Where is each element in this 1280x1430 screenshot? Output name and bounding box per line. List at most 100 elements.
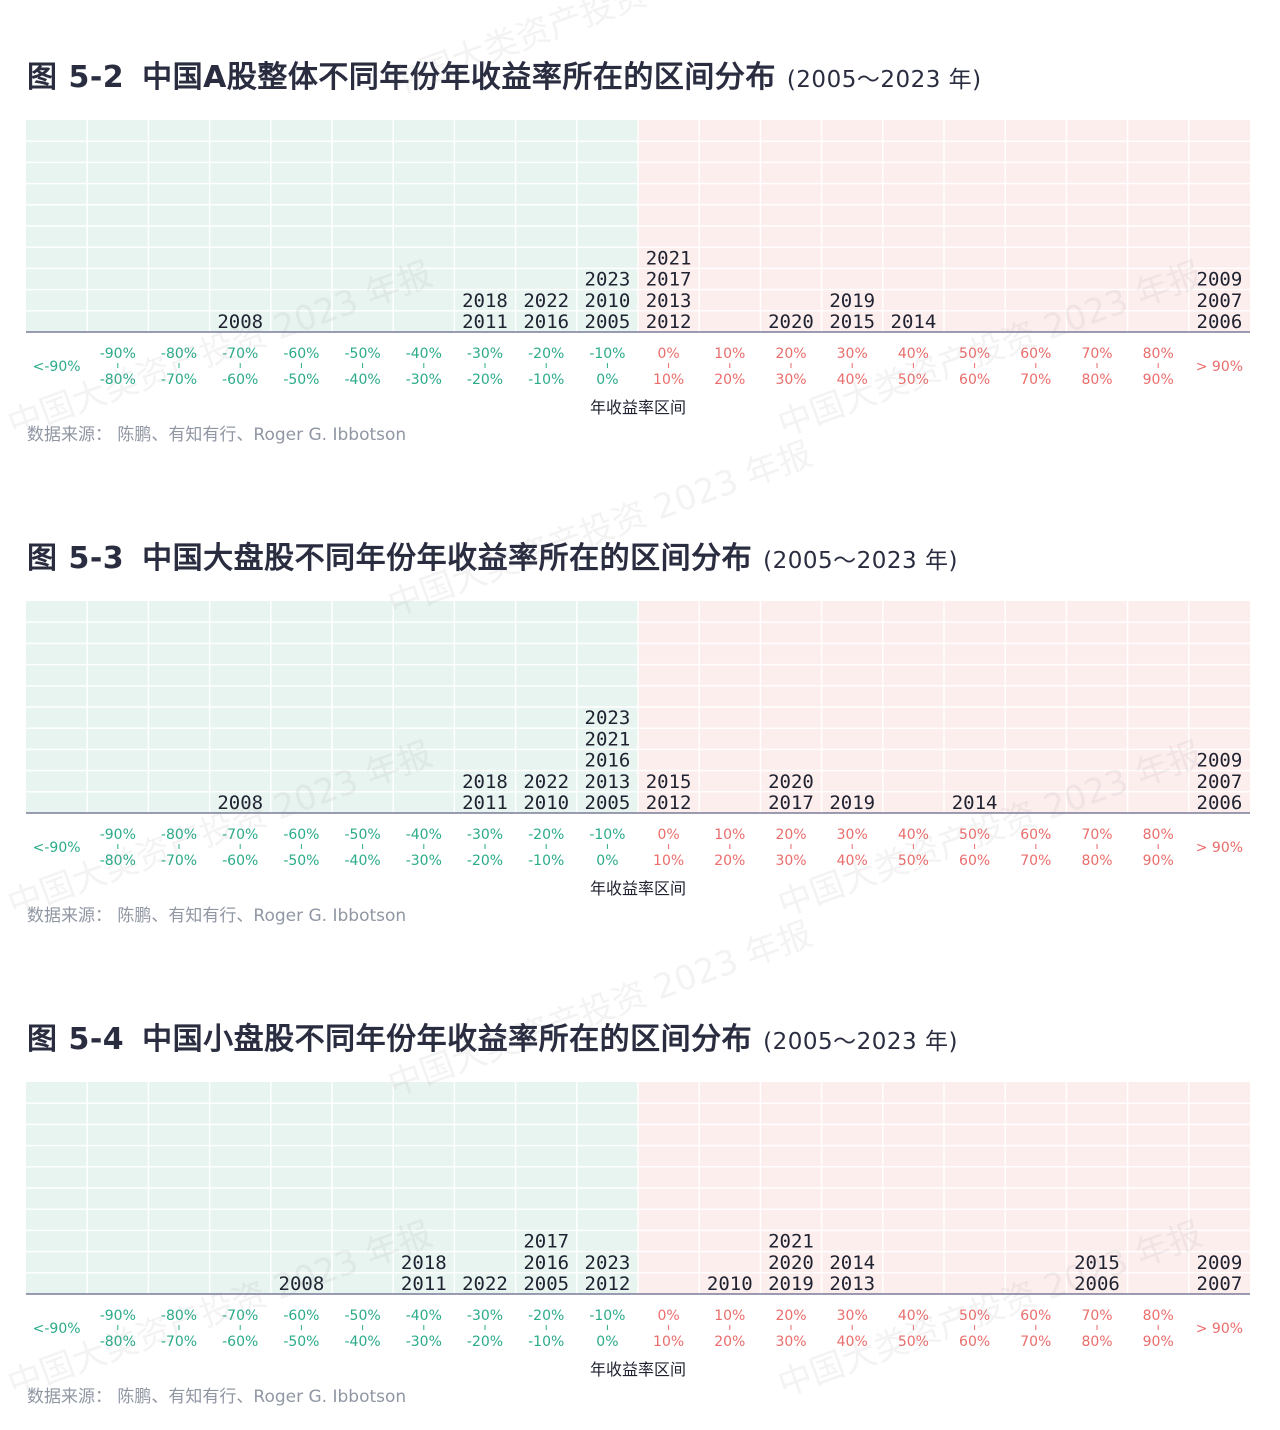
- tick-label: -10%: [589, 1308, 625, 1324]
- year-label: 2017: [768, 792, 814, 814]
- year-label: 2007: [1197, 771, 1243, 793]
- year-label: 2010: [707, 1273, 753, 1295]
- tick-label: > 90%: [1196, 840, 1243, 856]
- year-label: 2005: [585, 311, 631, 333]
- tick-label: <-90%: [33, 840, 81, 856]
- tick-label: 10%: [653, 1334, 684, 1350]
- tick-label: 50%: [898, 1334, 929, 1350]
- tick-label: -40%: [345, 1334, 381, 1350]
- tick-label: 20%: [714, 853, 745, 869]
- tick-label: 30%: [775, 1334, 806, 1350]
- tick-label: 70%: [1020, 853, 1051, 869]
- year-label: 2013: [646, 290, 692, 312]
- tick-label: 0%: [596, 372, 618, 388]
- year-label: 2010: [585, 290, 631, 312]
- year-label: 2015: [829, 311, 875, 333]
- tick-label: -60%: [283, 827, 319, 843]
- year-label: 2010: [523, 792, 569, 814]
- year-label: 2013: [829, 1273, 875, 1295]
- tick-label: -80%: [100, 853, 136, 869]
- tick-label: 90%: [1143, 372, 1174, 388]
- tick-label: 30%: [837, 827, 868, 843]
- tick-label: 30%: [837, 346, 868, 362]
- tick-label: -20%: [467, 1334, 503, 1350]
- tick-label: -90%: [100, 827, 136, 843]
- year-label: 2019: [829, 792, 875, 814]
- year-label: 2006: [1074, 1273, 1120, 1295]
- year-label: 2017: [646, 269, 692, 291]
- tick-label: 10%: [714, 346, 745, 362]
- tick-label: 50%: [959, 346, 990, 362]
- tick-label: -30%: [406, 372, 442, 388]
- tick-label: -70%: [222, 827, 258, 843]
- tick-label: 30%: [837, 1308, 868, 1324]
- tick-label: 20%: [775, 827, 806, 843]
- tick-label: 70%: [1081, 346, 1112, 362]
- tick-label: -50%: [345, 346, 381, 362]
- year-label: 2006: [1197, 311, 1243, 333]
- year-label: 2022: [523, 771, 569, 793]
- year-label: 2016: [585, 750, 631, 772]
- tick-label: -10%: [589, 346, 625, 362]
- tick-label: -70%: [161, 853, 197, 869]
- tick-label: -10%: [589, 827, 625, 843]
- tick-label: -50%: [283, 1334, 319, 1350]
- year-label: 2007: [1197, 290, 1243, 312]
- tick-label: -50%: [283, 372, 319, 388]
- tick-label: -60%: [222, 853, 258, 869]
- year-label: 2015: [1074, 1252, 1120, 1274]
- year-label: 2005: [523, 1273, 569, 1295]
- tick-label: -40%: [345, 853, 381, 869]
- year-label: 2018: [401, 1252, 447, 1274]
- year-label: 2011: [462, 792, 508, 814]
- tick-label: 20%: [775, 1308, 806, 1324]
- tick-label: 60%: [959, 853, 990, 869]
- year-label: 2013: [585, 771, 631, 793]
- tick-label: 80%: [1081, 1334, 1112, 1350]
- tick-label: -90%: [100, 1308, 136, 1324]
- year-label: 2020: [768, 771, 814, 793]
- tick-label: 60%: [1020, 827, 1051, 843]
- tick-label: 30%: [775, 372, 806, 388]
- tick-label: 50%: [898, 853, 929, 869]
- tick-label: -30%: [467, 346, 503, 362]
- year-label: 2016: [523, 311, 569, 333]
- tick-label: -30%: [467, 827, 503, 843]
- tick-label: 70%: [1081, 827, 1112, 843]
- tick-label: 90%: [1143, 853, 1174, 869]
- tick-label: 0%: [657, 827, 679, 843]
- figure-number: 图 5-3: [27, 541, 125, 576]
- tick-label: -40%: [406, 1308, 442, 1324]
- tick-label: 50%: [959, 827, 990, 843]
- year-label: 2017: [523, 1231, 569, 1253]
- tick-label: -50%: [345, 1308, 381, 1324]
- tick-label: -10%: [528, 1334, 564, 1350]
- figure-range: (2005～2023 年): [786, 67, 982, 93]
- tick-label: 80%: [1143, 1308, 1174, 1324]
- year-label: 2021: [646, 247, 692, 269]
- tick-label: 10%: [714, 827, 745, 843]
- year-label: 2008: [217, 792, 263, 814]
- year-label: 2021: [585, 728, 631, 750]
- tick-label: -60%: [222, 1334, 258, 1350]
- figure-number: 图 5-4: [27, 1022, 125, 1057]
- year-label: 2008: [279, 1273, 325, 1295]
- year-label: 2009: [1197, 1252, 1243, 1274]
- tick-label: -40%: [406, 346, 442, 362]
- tick-label: 40%: [837, 1334, 868, 1350]
- tick-label: 80%: [1081, 372, 1112, 388]
- tick-label: 0%: [657, 346, 679, 362]
- tick-label: 80%: [1143, 827, 1174, 843]
- year-label: 2019: [768, 1273, 814, 1295]
- tick-label: -10%: [528, 853, 564, 869]
- figure-title: 图 5-4 中国小盘股不同年份年收益率所在的区间分布 (2005～2023 年): [27, 1014, 958, 1058]
- year-label: 2011: [401, 1273, 447, 1295]
- year-label: 2018: [462, 771, 508, 793]
- tick-label: 10%: [714, 1308, 745, 1324]
- tick-label: -80%: [100, 1334, 136, 1350]
- data-source: 数据来源： 陈鹏、有知有行、Roger G. Ibbotson: [27, 425, 407, 445]
- year-label: 2020: [768, 311, 814, 333]
- figure-range: (2005～2023 年): [763, 1029, 958, 1055]
- tick-label: -20%: [467, 372, 503, 388]
